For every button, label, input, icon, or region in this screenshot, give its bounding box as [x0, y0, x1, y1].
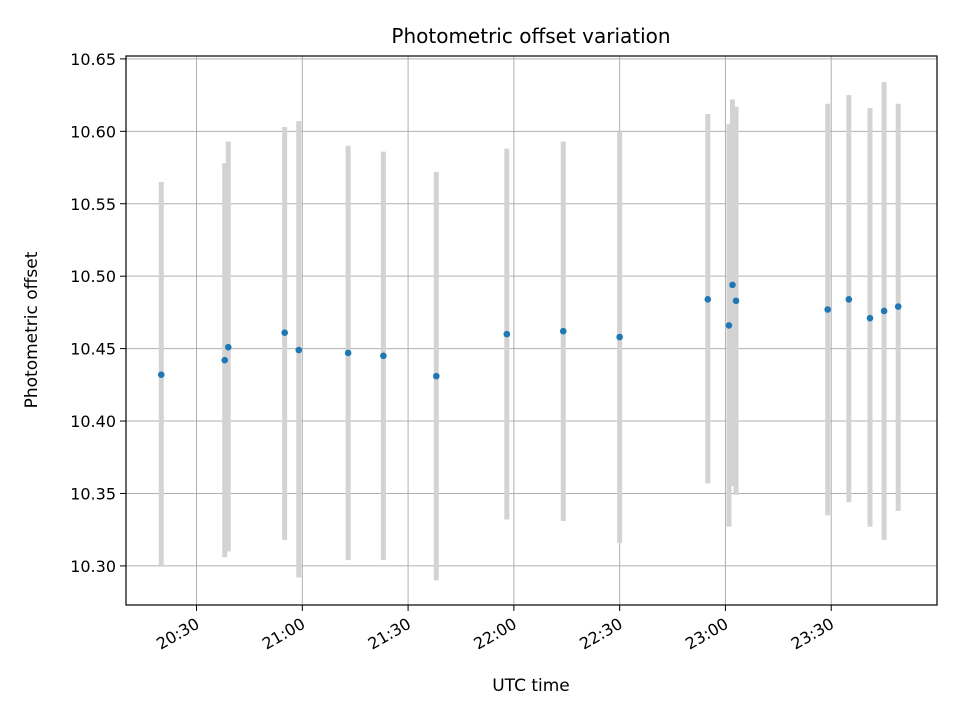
y-tick-label: 10.65	[70, 50, 116, 69]
data-point	[894, 303, 902, 310]
data-point	[616, 333, 623, 341]
x-axis-label: UTC time	[492, 676, 570, 696]
data-point	[729, 281, 736, 289]
y-tick-label: 10.30	[70, 557, 116, 576]
data-point	[344, 349, 352, 357]
data-point	[732, 297, 740, 305]
y-tick-label: 10.55	[70, 195, 116, 214]
data-point	[157, 371, 165, 378]
data-points	[157, 281, 902, 380]
data-point	[559, 327, 567, 335]
y-tick-label: 10.60	[70, 122, 116, 141]
chart-title: Photometric offset variation	[391, 24, 670, 48]
y-tick-label: 10.40	[70, 412, 116, 431]
y-tick-label: 10.45	[70, 340, 116, 359]
data-point	[281, 329, 288, 336]
data-point	[295, 346, 303, 354]
y-tick-label: 10.50	[70, 267, 116, 286]
data-point	[880, 307, 888, 315]
data-point	[380, 352, 387, 360]
data-point	[704, 296, 712, 303]
y-tick-label: 10.35	[70, 484, 116, 503]
data-point	[725, 322, 733, 329]
data-point	[866, 314, 874, 322]
y-axis-label: Photometric offset	[22, 251, 42, 408]
data-point	[224, 343, 232, 351]
data-point	[845, 296, 853, 303]
data-point	[824, 306, 831, 313]
data-point	[221, 356, 229, 364]
y-axis-ticks: 10.30 10.35 10.40 10.45 10.50 10.55 10.60 10.65	[70, 50, 126, 576]
data-point	[432, 372, 440, 380]
plot-frame	[125, 55, 938, 606]
data-point	[503, 330, 511, 338]
